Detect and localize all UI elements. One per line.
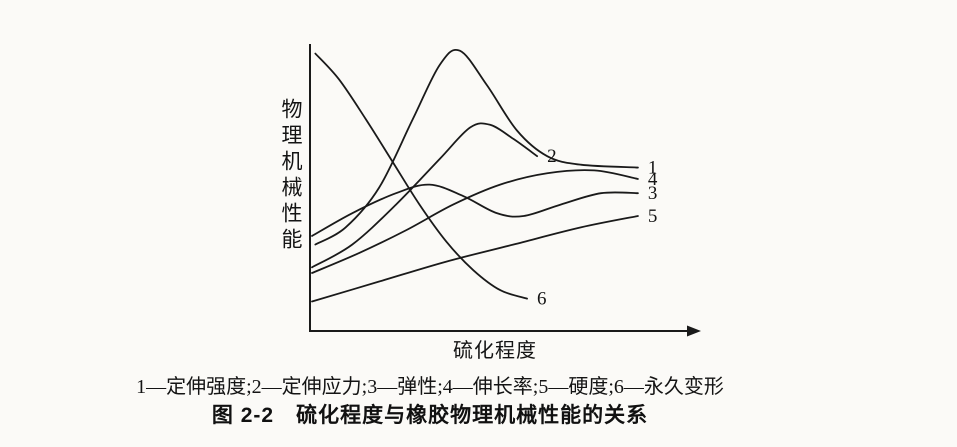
curve-2-line	[311, 122, 539, 269]
curve-label-1: 1	[648, 158, 658, 179]
curve-label-2: 2	[547, 146, 557, 167]
curve-6-line	[314, 52, 528, 300]
curve-label-3: 3	[648, 183, 658, 204]
curve-4-line	[311, 169, 639, 274]
curve-5-line	[311, 215, 639, 303]
curve-labels: 1 2 34 5 6	[537, 146, 658, 310]
curve-label-6: 6	[537, 289, 547, 310]
x-axis-arrow-icon	[687, 325, 701, 337]
curve-label-5: 5	[648, 206, 658, 227]
x-axis-label: 硫化程度	[453, 340, 537, 362]
y-axis-label: 物理机械性能	[279, 98, 303, 254]
curves	[311, 48, 639, 303]
figure-title: 图 2-2 硫化程度与橡胶物理机械性能的关系	[211, 404, 649, 427]
curve-label-4: 4	[648, 169, 658, 190]
curve-1-line	[314, 48, 639, 246]
axes	[309, 44, 701, 337]
curve-3-line	[311, 183, 639, 237]
figure-legend-caption: 1—定伸强度;2—定伸应力;3—弹性;4—伸长率;5—硬度;6—永久变形	[136, 376, 724, 398]
